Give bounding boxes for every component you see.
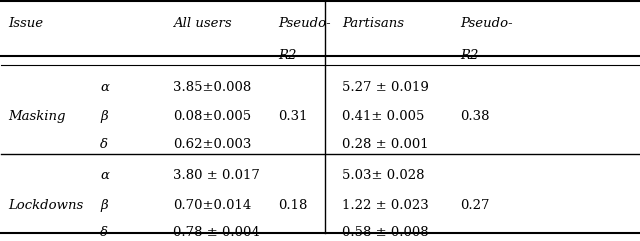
Text: 3.85±0.008: 3.85±0.008: [173, 81, 252, 94]
Text: 0.18: 0.18: [278, 199, 308, 212]
Text: δ: δ: [100, 138, 108, 151]
Text: R2: R2: [460, 49, 479, 62]
Text: 5.03± 0.028: 5.03± 0.028: [342, 169, 425, 182]
Text: Partisans: Partisans: [342, 17, 404, 30]
Text: 3.80 ± 0.017: 3.80 ± 0.017: [173, 169, 260, 182]
Text: 0.62±0.003: 0.62±0.003: [173, 138, 252, 151]
Text: 0.31: 0.31: [278, 110, 308, 123]
Text: β: β: [100, 110, 108, 123]
Text: R2: R2: [278, 49, 297, 62]
Text: 1.22 ± 0.023: 1.22 ± 0.023: [342, 199, 429, 212]
Text: Lockdowns: Lockdowns: [8, 199, 83, 212]
Text: 0.08±0.005: 0.08±0.005: [173, 110, 252, 123]
Text: 0.38: 0.38: [460, 110, 490, 123]
Text: All users: All users: [173, 17, 232, 30]
Text: α: α: [100, 169, 109, 182]
Text: Masking: Masking: [8, 110, 65, 123]
Text: 0.27: 0.27: [460, 199, 490, 212]
Text: Pseudo-: Pseudo-: [460, 17, 513, 30]
Text: 0.41± 0.005: 0.41± 0.005: [342, 110, 425, 123]
Text: Issue: Issue: [8, 17, 43, 30]
Text: 0.58 ± 0.008: 0.58 ± 0.008: [342, 226, 429, 239]
Text: Pseudo-: Pseudo-: [278, 17, 332, 30]
Text: α: α: [100, 81, 109, 94]
Text: 0.28 ± 0.001: 0.28 ± 0.001: [342, 138, 429, 151]
Text: 0.70±0.014: 0.70±0.014: [173, 199, 252, 212]
Text: δ: δ: [100, 226, 108, 239]
Text: β: β: [100, 199, 108, 212]
Text: 0.78 ± 0.004: 0.78 ± 0.004: [173, 226, 260, 239]
Text: 5.27 ± 0.019: 5.27 ± 0.019: [342, 81, 429, 94]
